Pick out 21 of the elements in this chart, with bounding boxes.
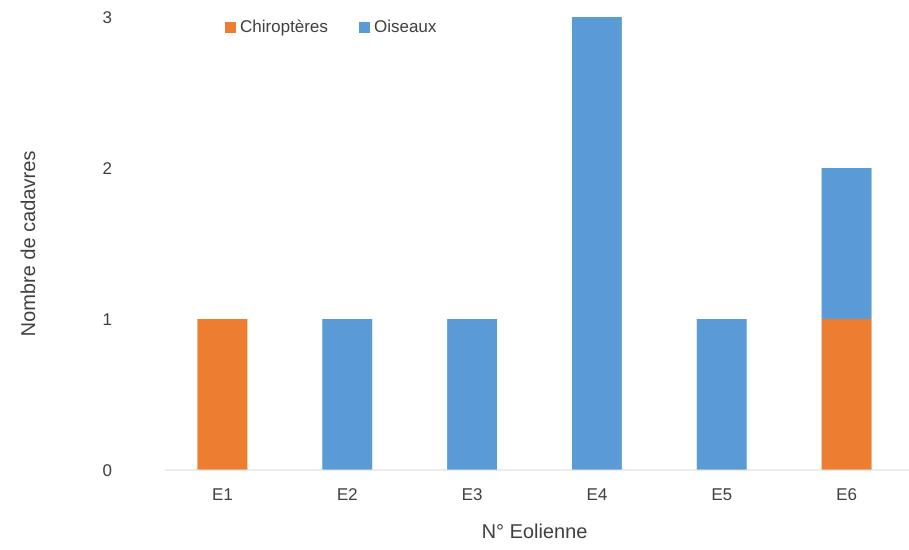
x-tick-label: E4 xyxy=(586,485,608,504)
bar xyxy=(322,319,372,470)
y-axis-title: Nombre de cadavres xyxy=(18,150,40,336)
bar xyxy=(572,17,622,470)
x-tick-label: E2 xyxy=(336,485,358,504)
y-tick-label: 2 xyxy=(102,158,112,178)
bar xyxy=(696,319,747,470)
y-tick-label: 1 xyxy=(102,310,112,329)
y-tick-label: 3 xyxy=(102,8,112,27)
legend-label: Oiseaux xyxy=(374,17,437,36)
legend-label: Chiroptères xyxy=(240,17,328,36)
x-tick-label: E6 xyxy=(836,485,857,504)
x-axis-title: N° Eolienne xyxy=(482,521,588,543)
x-tick-label: E5 xyxy=(711,485,732,504)
bar xyxy=(197,319,248,470)
x-tick-label: E3 xyxy=(462,485,482,504)
y-tick-label: 0 xyxy=(102,460,112,480)
bar xyxy=(822,319,872,470)
bar xyxy=(822,168,872,319)
bar xyxy=(447,319,498,470)
x-tick-label: E1 xyxy=(212,485,233,504)
